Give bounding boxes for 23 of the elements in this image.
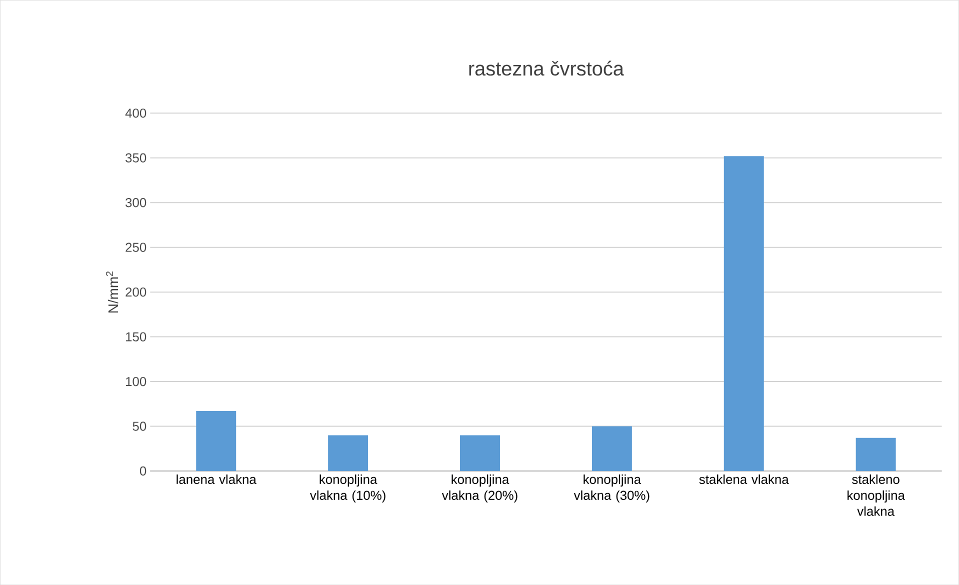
- x-tick-label: konopljina vlakna (10%): [310, 474, 386, 502]
- chart-title: rastezna čvrstoća: [469, 60, 624, 76]
- y-tick-label: 100: [126, 376, 146, 386]
- bar: [328, 435, 368, 471]
- x-tick-label: lanena vlakna: [176, 474, 256, 484]
- bar: [724, 156, 764, 471]
- y-tick-label: 250: [126, 242, 146, 252]
- x-tick-label: konopljina vlakna (30%): [574, 474, 650, 502]
- y-tick-label: 50: [132, 422, 146, 431]
- bar: [856, 438, 896, 471]
- y-tick-label: 200: [126, 287, 146, 297]
- y-tick-label: 0: [140, 466, 146, 476]
- bar: [592, 426, 632, 471]
- bar: [460, 435, 500, 471]
- x-tick-label: konopljina vlakna (20%): [442, 474, 518, 502]
- bar: [196, 410, 236, 471]
- x-tick-label: stakleno konopljina vlakna: [848, 474, 905, 516]
- y-tick-label: 150: [126, 332, 146, 342]
- y-tick-label: 300: [126, 198, 146, 208]
- y-tick-label: 350: [126, 153, 146, 162]
- x-tick-label: staklena vlakna: [699, 474, 789, 484]
- y-tick-label: 400: [125, 108, 146, 118]
- y-axis-title: N/mm$^{2}$: [106, 271, 118, 312]
